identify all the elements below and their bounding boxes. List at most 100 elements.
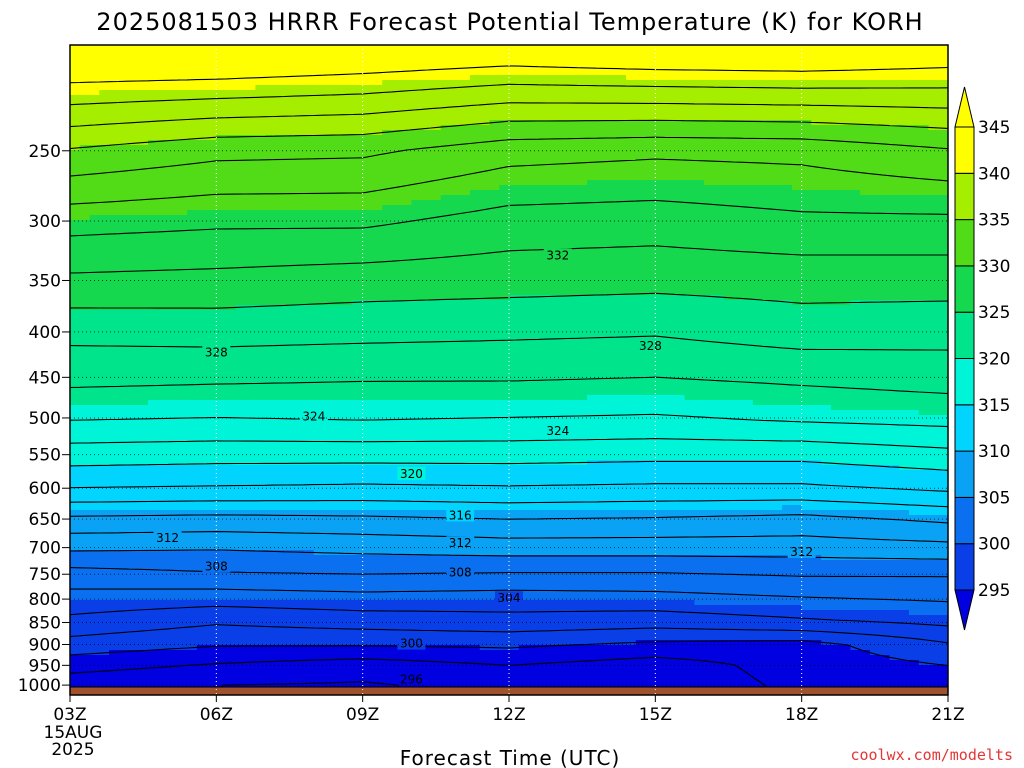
theta-cell xyxy=(674,75,686,81)
theta-cell xyxy=(284,135,295,141)
theta-cell xyxy=(499,290,510,296)
theta-cell xyxy=(548,175,559,181)
theta-cell xyxy=(148,275,159,281)
theta-cell xyxy=(128,135,139,141)
theta-cell xyxy=(557,150,569,156)
theta-cell xyxy=(879,250,891,256)
theta-cell xyxy=(167,190,178,196)
theta-cell xyxy=(509,245,520,251)
theta-cell xyxy=(928,215,939,221)
theta-cell xyxy=(606,60,617,66)
theta-cell xyxy=(128,210,139,216)
theta-cell xyxy=(313,275,325,281)
theta-cell xyxy=(313,45,325,51)
theta-cell xyxy=(704,175,715,181)
theta-cell xyxy=(411,200,422,206)
theta-cell xyxy=(187,270,198,276)
theta-cell xyxy=(879,150,891,156)
theta-cell xyxy=(79,170,91,176)
theta-cell xyxy=(713,295,725,301)
theta-cell xyxy=(177,130,188,136)
theta-cell xyxy=(235,55,247,61)
theta-cell xyxy=(352,305,364,311)
theta-cell xyxy=(304,275,315,281)
theta-cell xyxy=(606,255,617,261)
theta-cell xyxy=(177,90,188,96)
theta-cell xyxy=(401,315,413,321)
theta-cell xyxy=(206,75,217,81)
theta-cell xyxy=(99,295,110,301)
theta-cell xyxy=(723,245,734,251)
theta-cell xyxy=(548,305,559,311)
theta-cell xyxy=(216,65,227,71)
theta-cell xyxy=(138,180,149,186)
theta-cell xyxy=(879,190,891,196)
theta-cell xyxy=(294,240,305,246)
theta-cell xyxy=(860,250,871,256)
theta-cell xyxy=(157,255,169,261)
theta-cell xyxy=(362,190,374,196)
theta-cell xyxy=(538,240,549,246)
theta-cell xyxy=(733,140,744,146)
theta-cell xyxy=(421,185,432,191)
theta-cell xyxy=(89,50,100,56)
theta-cell xyxy=(421,150,432,156)
theta-cell xyxy=(899,175,910,181)
theta-cell xyxy=(128,280,139,286)
theta-cell xyxy=(157,245,169,251)
theta-cell xyxy=(723,130,734,136)
theta-cell xyxy=(430,315,442,321)
theta-cell xyxy=(187,230,198,236)
theta-cell xyxy=(752,125,764,131)
theta-cell xyxy=(391,150,403,156)
theta-cell xyxy=(284,140,295,146)
theta-cell xyxy=(655,205,666,211)
theta-cell xyxy=(138,110,149,116)
theta-cell xyxy=(460,140,471,146)
theta-cell xyxy=(411,130,422,136)
theta-cell xyxy=(313,195,325,201)
theta-cell xyxy=(567,305,578,311)
theta-cell xyxy=(908,70,920,76)
theta-cell xyxy=(694,125,705,131)
theta-cell xyxy=(469,240,481,246)
theta-cell xyxy=(304,250,315,256)
theta-cell xyxy=(79,105,91,111)
theta-cell xyxy=(762,100,773,106)
theta-cell xyxy=(908,155,920,161)
theta-cell xyxy=(616,45,627,51)
theta-cell xyxy=(801,315,813,321)
theta-cell xyxy=(791,95,803,101)
theta-cell xyxy=(918,50,930,56)
theta-cell xyxy=(889,305,900,311)
theta-cell xyxy=(908,140,920,146)
theta-cell xyxy=(382,270,393,276)
theta-cell xyxy=(557,205,569,211)
theta-cell xyxy=(421,155,432,161)
theta-cell xyxy=(187,250,198,256)
theta-cell xyxy=(928,100,939,106)
theta-cell xyxy=(850,315,861,321)
theta-cell xyxy=(391,95,403,101)
theta-cell xyxy=(606,115,617,121)
theta-cell xyxy=(401,225,413,231)
theta-cell xyxy=(177,210,188,216)
theta-cell xyxy=(918,240,930,246)
theta-cell xyxy=(430,265,442,271)
theta-cell xyxy=(918,110,930,116)
theta-cell xyxy=(294,225,305,231)
theta-cell xyxy=(811,265,822,271)
theta-cell xyxy=(167,90,178,96)
theta-cell xyxy=(684,105,695,111)
theta-cell xyxy=(343,205,354,211)
theta-cell xyxy=(791,245,803,251)
theta-cell xyxy=(460,225,471,231)
theta-cell xyxy=(118,315,130,321)
theta-cell xyxy=(743,210,754,216)
theta-cell xyxy=(401,110,413,116)
theta-cell xyxy=(860,120,871,126)
theta-cell xyxy=(869,225,881,231)
theta-cell xyxy=(343,115,354,121)
theta-cell xyxy=(567,220,578,226)
theta-cell xyxy=(216,270,227,276)
